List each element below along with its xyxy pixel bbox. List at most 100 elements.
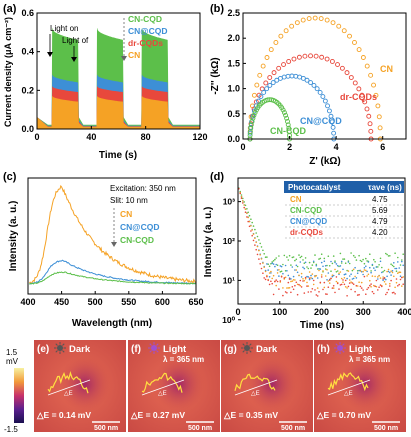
decay-point-d-1-140	[295, 264, 298, 267]
panel-label-g: (g)	[224, 344, 237, 355]
decay-point-d-1-175	[310, 274, 312, 277]
kpfm-linecut-h	[327, 379, 371, 396]
decay-point-d-1-328	[374, 269, 376, 272]
decay-point-d-2-15	[243, 204, 245, 206]
decay-point-d-2-325	[373, 284, 375, 287]
decay-point-d-2-178	[311, 273, 314, 275]
decay-point-d-1-143	[296, 271, 299, 274]
decay-point-d-2-232	[334, 268, 336, 271]
decay-point-d-0-136	[294, 259, 296, 262]
decay-point-d-3-111	[283, 277, 286, 279]
decay-point-d-3-82	[271, 282, 274, 285]
decay-point-d-1-117	[286, 270, 288, 272]
y-tick-label-d-3: 10³	[223, 197, 235, 207]
panel-b: (b) 0 2 4 6 0.0 0.5 1.0 1.5 2.0 2.5 Z' (kΩ) -Z''…	[210, 3, 407, 167]
table-header-tau: τave (ns)	[368, 183, 402, 192]
decay-point-d-1-306	[365, 265, 367, 268]
decay-point-d-1-181	[312, 260, 315, 263]
decay-point-d-2-316	[369, 279, 371, 282]
decay-point-d-2-322	[371, 275, 374, 277]
annotation-excitation: Excitation: 350 nm	[110, 184, 176, 193]
decay-point-d-2-191	[316, 287, 319, 289]
decay-d-cn	[238, 187, 405, 289]
decay-point-d-0-37	[252, 225, 255, 227]
light-sun-icon-ray	[342, 350, 345, 353]
decay-point-d-2-108	[282, 287, 284, 289]
decay-point-d-2-213	[326, 269, 328, 271]
point-b-0-5	[254, 82, 260, 88]
point-b-1-32	[367, 121, 373, 127]
light-sun-icon-ray	[156, 350, 159, 353]
decay-point-d-2-280	[354, 275, 356, 278]
decay-point-d-3-159	[303, 292, 306, 294]
kpfm-state-f: Light	[163, 344, 187, 355]
decay-point-d-2-360	[387, 268, 390, 271]
decay-point-d-2-216	[327, 280, 330, 282]
decay-point-d-3-287	[356, 294, 359, 296]
decay-point-d-0-300	[362, 258, 364, 261]
decay-point-d-2-242	[338, 272, 340, 275]
kpfm-wave-f: λ = 365 nm	[163, 355, 204, 364]
colorbar-unit: mV	[6, 357, 19, 366]
decay-point-d-1-133	[292, 275, 295, 278]
decay-point-d-2-31	[250, 225, 252, 227]
decay-point-d-0-24	[247, 211, 249, 214]
decay-point-d-2-328	[374, 275, 376, 278]
y-tick-label-b-0: 0.0	[227, 134, 240, 144]
decay-point-d-3-223	[330, 277, 332, 280]
decay-point-d-1-178	[311, 277, 314, 280]
decay-point-d-2-364	[389, 282, 391, 285]
table-cell-tau-0: 4.75	[372, 195, 388, 204]
decay-point-d-3-248	[340, 283, 343, 286]
decay-point-d-1-239	[336, 264, 339, 267]
point-b-0-21	[336, 23, 342, 29]
decay-point-d-3-280	[354, 290, 356, 293]
decay-point-d-2-236	[335, 280, 338, 283]
decay-point-d-1-213	[326, 279, 328, 281]
point-b-3-5	[249, 119, 255, 124]
decay-point-d-3-389	[399, 278, 402, 281]
decay-point-d-2-82	[271, 277, 274, 280]
decay-point-d-3-44	[255, 248, 257, 251]
annotation-light-of: Light of	[62, 36, 89, 45]
decay-point-d-1-165	[306, 275, 308, 278]
decay-point-d-1-114	[284, 264, 287, 267]
decay-point-d-1-373	[393, 262, 395, 264]
dark-sun-icon-ray	[55, 350, 58, 353]
dark-sun-icon	[54, 342, 66, 354]
panel-label-h: (h)	[317, 344, 330, 355]
point-b-2-17	[289, 73, 295, 79]
decay-point-d-3-236	[335, 276, 338, 278]
decay-point-d-3-271	[350, 288, 352, 291]
decay-point-d-0-140	[295, 258, 298, 261]
decay-point-d-0-82	[271, 261, 274, 263]
decay-point-d-0-248	[340, 262, 343, 264]
point-b-2-30	[328, 113, 334, 119]
decay-point-d-1-226	[331, 275, 334, 278]
point-b-1-25	[348, 75, 354, 80]
annotation-slit: Slit: 10 nm	[110, 196, 148, 205]
decay-point-d-3-127	[290, 291, 292, 294]
decay-point-d-1-367	[390, 274, 392, 276]
decay-point-d-3-348	[382, 278, 384, 280]
kpfm-scalebar-label-f: 500 nm	[188, 425, 212, 432]
decay-point-d-0-15	[243, 201, 245, 203]
dark-sun-icon-core	[244, 345, 250, 351]
panel-label-c: (c)	[3, 171, 17, 183]
decay-point-d-2-383	[397, 272, 399, 275]
x-tick-label-c-500: 500	[88, 297, 103, 307]
lifetime-table: Photocatalyst τave (ns) CN 4.75 CN-CQD 5.69…	[284, 181, 404, 239]
decay-point-d-0-383	[397, 256, 399, 259]
arrow-light-on-head	[47, 52, 53, 57]
decay-d-cn-cqd	[238, 187, 405, 274]
decay-point-d-3-165	[306, 285, 308, 287]
light-sun-icon-ray	[149, 350, 152, 353]
decay-point-d-0-156	[302, 259, 304, 261]
x-tick-label-c-450: 450	[54, 297, 69, 307]
dark-sun-icon-ray	[249, 343, 252, 346]
decay-point-d-0-319	[370, 270, 372, 272]
table-cell-name-3: dr-CQDs	[290, 228, 323, 237]
decay-point-d-0-40	[254, 228, 256, 231]
